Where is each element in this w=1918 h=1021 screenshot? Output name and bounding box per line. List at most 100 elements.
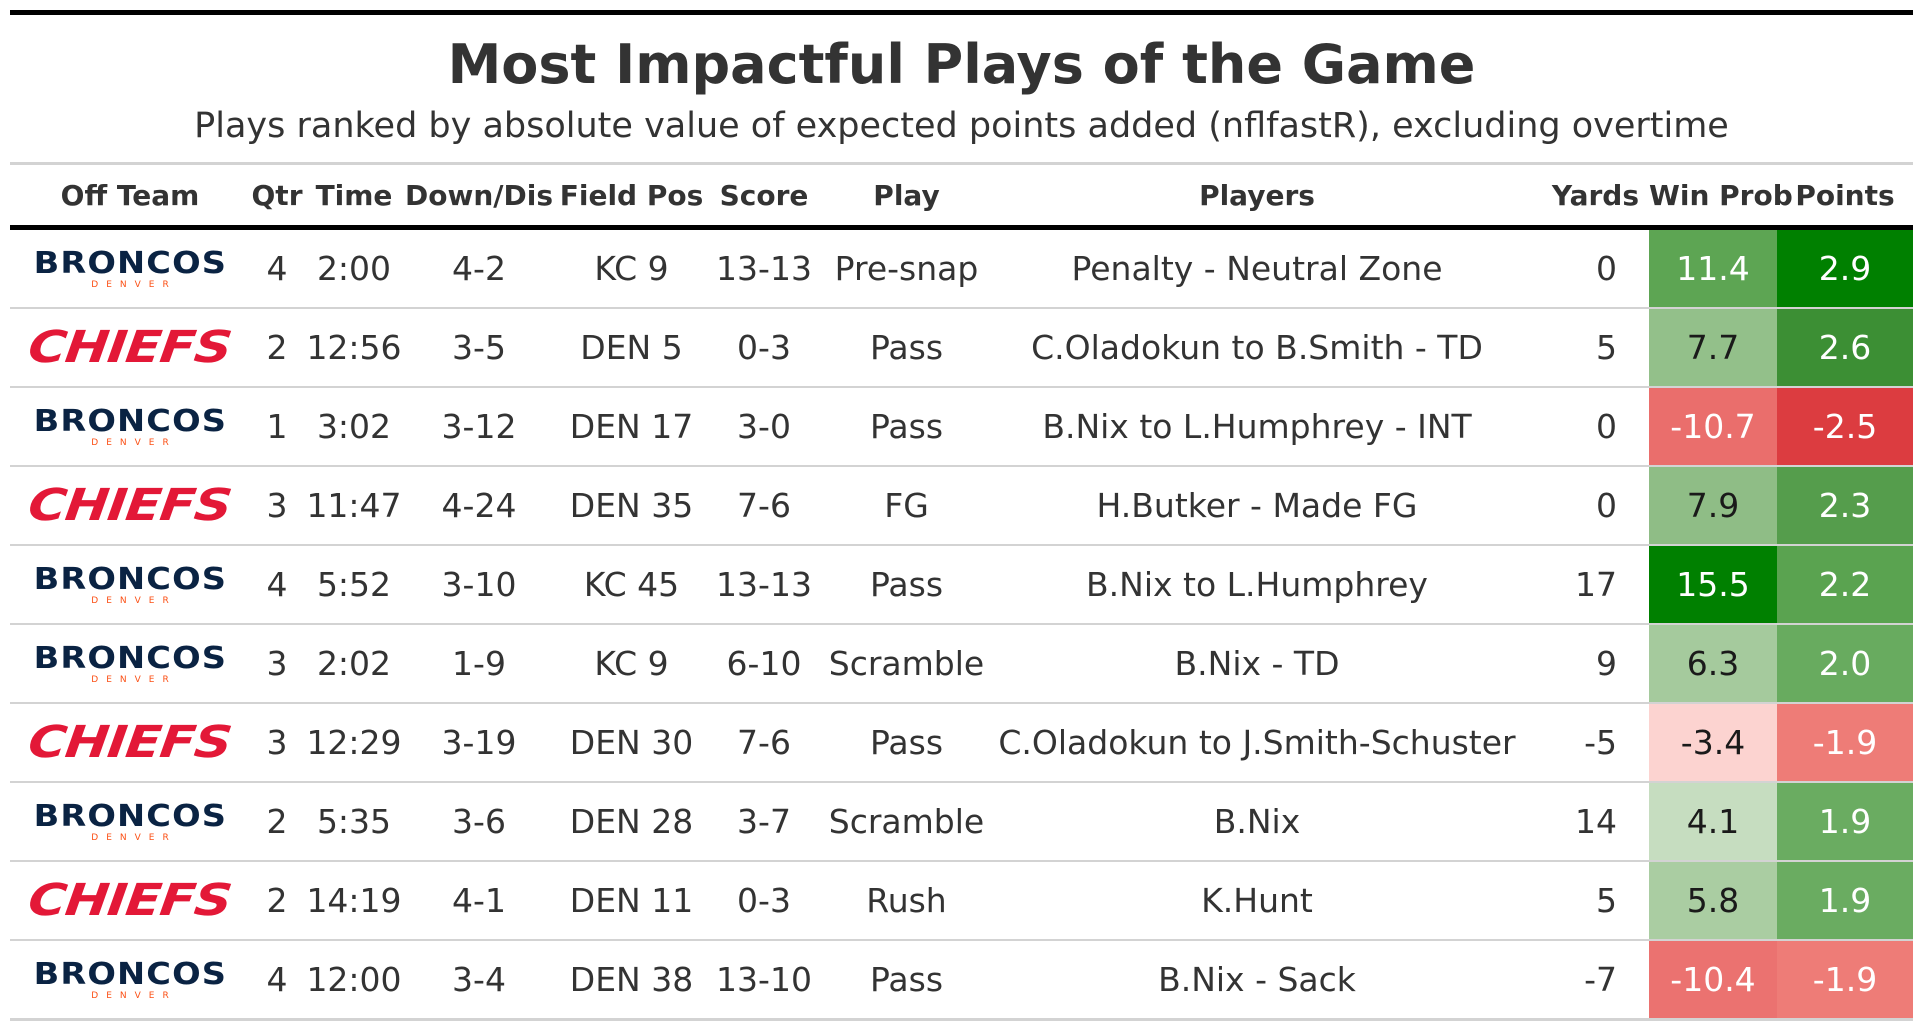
table-row: BRONCOS DENVER 1 3:02 3-12 DEN 17 3-0 Pass B.Nix… [10,387,1913,467]
chiefs-logo: CHIEFS [25,717,235,768]
score-cell: 3-7 [709,782,819,862]
win-prob-cell: 6.3 [1649,624,1777,704]
time-cell: 14:19 [304,861,404,941]
qtr-cell: 3 [250,466,304,546]
time-cell: 5:52 [304,545,404,625]
score-cell: 0-3 [709,861,819,941]
col-header-field-pos: Field Pos [554,165,709,230]
points-cell: -2.5 [1777,387,1913,467]
time-cell: 12:56 [304,308,404,388]
qtr-cell: 3 [250,703,304,783]
off-team-cell: BRONCOS DENVER [10,624,250,704]
plays-body: BRONCOS DENVER 4 2:00 4-2 KC 9 13-13 Pre-snap Pe… [10,227,1913,1021]
chiefs-logo: CHIEFS [25,322,235,373]
score-cell: 7-6 [709,703,819,783]
broncos-wordmark: BRONCOS [33,403,227,439]
field-pos-cell: KC 45 [554,545,709,625]
win-prob-cell: 7.9 [1649,466,1777,546]
down-dis-cell: 3-5 [404,308,554,388]
time-cell: 12:00 [304,940,404,1021]
win-prob-cell: 4.1 [1649,782,1777,862]
table-row: CHIEFS 2 12:56 3-5 DEN 5 0-3 Pass C.Oladokun to… [10,308,1913,388]
win-prob-cell: 7.7 [1649,308,1777,388]
yards-cell: 0 [1520,466,1649,546]
yards-cell: 5 [1520,308,1649,388]
win-prob-cell: -10.4 [1649,940,1777,1021]
players-cell: H.Butker - Made FG [994,466,1520,546]
play-cell: Pass [819,308,994,388]
qtr-cell: 4 [250,940,304,1021]
field-pos-cell: DEN 11 [554,861,709,941]
down-dis-cell: 3-6 [404,782,554,862]
play-cell: FG [819,466,994,546]
broncos-city: DENVER [91,990,177,1001]
off-team-cell: CHIEFS [10,466,250,546]
yards-cell: 17 [1520,545,1649,625]
broncos-logo: BRONCOS DENVER [33,959,225,1001]
yards-cell: -5 [1520,703,1649,783]
col-header-time: Time [304,165,404,230]
points-cell: -1.9 [1777,703,1913,783]
qtr-cell: 4 [250,545,304,625]
off-team-cell: BRONCOS DENVER [10,387,250,467]
play-cell: Pre-snap [819,227,994,309]
players-cell: B.Nix - Sack [994,940,1520,1021]
score-cell: 13-13 [709,545,819,625]
top-rule [10,10,1913,15]
players-cell: B.Nix to L.Humphrey - INT [994,387,1520,467]
qtr-cell: 2 [250,308,304,388]
field-pos-cell: DEN 35 [554,466,709,546]
play-cell: Pass [819,940,994,1021]
points-cell: -1.9 [1777,940,1913,1021]
score-cell: 6-10 [709,624,819,704]
score-cell: 0-3 [709,308,819,388]
points-cell: 2.9 [1777,227,1913,309]
points-cell: 2.3 [1777,466,1913,546]
points-cell: 2.6 [1777,308,1913,388]
field-pos-cell: DEN 17 [554,387,709,467]
points-cell: 1.9 [1777,782,1913,862]
time-cell: 2:02 [304,624,404,704]
col-header-down-dis: Down/Dis [404,165,554,230]
field-pos-cell: DEN 5 [554,308,709,388]
yards-cell: 0 [1520,227,1649,309]
broncos-wordmark: BRONCOS [33,640,227,676]
chiefs-logo: CHIEFS [25,480,235,531]
table-row: CHIEFS 3 11:47 4-24 DEN 35 7-6 FG H.Butker - Ma… [10,466,1913,546]
play-cell: Rush [819,861,994,941]
players-cell: B.Nix [994,782,1520,862]
down-dis-cell: 3-10 [404,545,554,625]
players-cell: C.Oladokun to B.Smith - TD [994,308,1520,388]
table-row: CHIEFS 2 14:19 4-1 DEN 11 0-3 Rush K.Hunt 5 5.8 1.… [10,861,1913,941]
score-cell: 13-13 [709,227,819,309]
col-header-yards: Yards [1520,165,1649,230]
qtr-cell: 3 [250,624,304,704]
col-header-score: Score [709,165,819,230]
down-dis-cell: 4-24 [404,466,554,546]
chiefs-logo: CHIEFS [25,875,235,926]
broncos-wordmark: BRONCOS [33,956,227,992]
field-pos-cell: DEN 30 [554,703,709,783]
table-row: BRONCOS DENVER 4 2:00 4-2 KC 9 13-13 Pre-snap Pe… [10,227,1913,309]
broncos-wordmark: BRONCOS [33,798,227,834]
down-dis-cell: 3-12 [404,387,554,467]
broncos-city: DENVER [91,279,177,290]
broncos-wordmark: BRONCOS [33,561,227,597]
time-cell: 3:02 [304,387,404,467]
subtitle-rule [10,162,1913,165]
yards-cell: 5 [1520,861,1649,941]
score-cell: 3-0 [709,387,819,467]
broncos-city: DENVER [91,595,177,606]
win-prob-cell: -3.4 [1649,703,1777,783]
players-cell: B.Nix - TD [994,624,1520,704]
broncos-logo: BRONCOS DENVER [33,564,225,606]
table-title: Most Impactful Plays of the Game [447,33,1476,96]
off-team-cell: CHIEFS [10,308,250,388]
field-pos-cell: DEN 38 [554,940,709,1021]
score-cell: 7-6 [709,466,819,546]
broncos-wordmark: BRONCOS [33,245,227,281]
points-cell: 2.0 [1777,624,1913,704]
broncos-logo: BRONCOS DENVER [33,248,225,290]
players-cell: K.Hunt [994,861,1520,941]
header-row: Off Team Qtr Time Down/Dis Field Pos Sco… [10,165,1913,230]
